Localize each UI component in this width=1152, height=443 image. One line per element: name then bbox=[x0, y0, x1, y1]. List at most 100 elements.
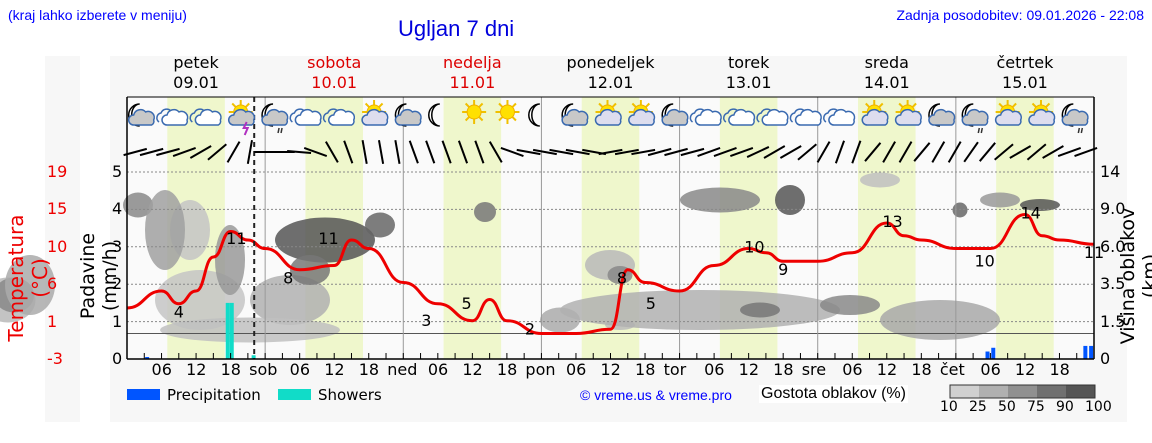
x-label-hour: 18 bbox=[773, 360, 794, 379]
wind-barb bbox=[864, 142, 882, 162]
x-label-hour: 12 bbox=[600, 360, 621, 379]
wind-barb bbox=[408, 140, 419, 164]
wind-barb bbox=[913, 142, 931, 162]
temperature-value-label: 11 bbox=[226, 229, 246, 248]
sun-cloud-thunder-icon bbox=[228, 100, 255, 136]
precipitation-bar bbox=[985, 351, 990, 359]
cloud-density-blob bbox=[560, 290, 840, 330]
wind-barb bbox=[963, 141, 979, 163]
cloud-icon bbox=[322, 108, 356, 126]
temperature-axis-panel bbox=[45, 56, 80, 422]
temperature-axis-title: Temperatura (°C) bbox=[4, 214, 52, 342]
precipitation-legend-swatch bbox=[127, 389, 160, 400]
cloud-icon bbox=[756, 108, 789, 126]
wind-barb bbox=[532, 148, 557, 156]
sun-icon bbox=[495, 100, 520, 124]
temperature-value-label: 14 bbox=[1021, 204, 1041, 223]
temperature-value-label: 2 bbox=[525, 320, 535, 339]
day-date-0: 09.01 bbox=[173, 73, 219, 92]
x-label-hour: 06 bbox=[427, 360, 449, 379]
temperature-value-label: 5 bbox=[462, 294, 472, 313]
temperature-value-label: 4 bbox=[174, 303, 184, 322]
day-name-4: torek bbox=[727, 53, 770, 72]
cloud-icon bbox=[723, 108, 756, 126]
x-label-hour: 18 bbox=[1049, 360, 1070, 379]
x-label-hour: 18 bbox=[496, 360, 518, 379]
moon-cloud-rain-icon bbox=[261, 103, 289, 134]
temperature-tick: 6 bbox=[47, 274, 58, 294]
cloud-density-blob bbox=[145, 190, 185, 270]
cloud-height-tick: 0 bbox=[1100, 349, 1111, 368]
daylight-band bbox=[443, 97, 502, 359]
wind-barb bbox=[763, 145, 786, 159]
wind-barb bbox=[189, 145, 212, 159]
last-updated: Zadnja posodobitev: 09.01.2026 - 22:08 bbox=[896, 7, 1144, 23]
cloud-density-blob bbox=[775, 185, 805, 215]
wind-barb bbox=[488, 141, 503, 163]
wind-barb bbox=[394, 140, 401, 164]
showers-bar bbox=[225, 302, 230, 359]
sun-cloud-icon bbox=[1028, 100, 1056, 126]
wind-barb bbox=[730, 146, 754, 158]
x-label-hour: 12 bbox=[876, 360, 898, 379]
day-name-6: četrtek bbox=[996, 53, 1054, 72]
precip-tick: 3 bbox=[112, 236, 123, 256]
copyright-link[interactable]: © vreme.us & vreme.pro bbox=[580, 387, 732, 403]
wind-barb bbox=[123, 147, 148, 157]
temperature-value-label: 8 bbox=[617, 269, 627, 288]
temperature-value-label: 13 bbox=[882, 212, 902, 231]
showers-bar bbox=[251, 355, 256, 359]
cloud-density-blob bbox=[365, 212, 395, 238]
wind-barb bbox=[139, 147, 164, 157]
x-label-hour: 06 bbox=[704, 360, 725, 379]
cloud-density-blob bbox=[820, 295, 880, 315]
temperature-value-label: 11 bbox=[318, 229, 338, 248]
temperature-value-label: 3 bbox=[421, 311, 431, 330]
wind-barb bbox=[614, 148, 639, 156]
moon-cloud-rain-icon bbox=[961, 103, 989, 134]
wind-barb bbox=[779, 145, 802, 159]
moon-cloud-icon bbox=[561, 103, 589, 127]
wind-barb bbox=[303, 146, 328, 158]
precip-tick: 1 bbox=[112, 311, 123, 331]
cloud-height-axis-title: Višina oblakov (km) bbox=[1117, 207, 1152, 345]
x-label-hour: 06 bbox=[565, 360, 587, 379]
cloud-density-colorbar-segment bbox=[979, 385, 1008, 398]
page-title: Ugljan 7 dni bbox=[398, 16, 515, 41]
cloud-density-blob bbox=[740, 302, 780, 318]
cloud-density-tick: 50 bbox=[998, 399, 1016, 415]
cloud-density-tick: 25 bbox=[969, 399, 987, 415]
cloud-density-blob bbox=[123, 192, 153, 218]
x-label-day: sre bbox=[801, 360, 827, 379]
wind-barb bbox=[226, 141, 241, 163]
temperature-tick: -3 bbox=[47, 349, 63, 368]
cloud-density-blob bbox=[1020, 199, 1060, 211]
day-date-1: 10.01 bbox=[311, 73, 358, 92]
showers-legend-swatch bbox=[278, 389, 311, 400]
location-hint: (kraj lahko izberete v meniju) bbox=[8, 7, 187, 23]
wind-barb bbox=[1057, 146, 1082, 158]
day-name-2: nedelja bbox=[443, 53, 502, 72]
cloud-density-tick: 90 bbox=[1056, 399, 1074, 415]
cloud-density-blob bbox=[880, 300, 1000, 340]
wind-barb bbox=[631, 148, 656, 156]
day-date-4: 13.01 bbox=[725, 73, 772, 92]
cloud-density-blob bbox=[250, 275, 330, 325]
wind-barb bbox=[425, 140, 436, 164]
sun-cloud-icon bbox=[994, 100, 1022, 126]
wind-barb bbox=[325, 141, 339, 163]
cloud-density-blob bbox=[952, 202, 968, 218]
temperature-value-label: 8 bbox=[283, 269, 293, 288]
day-date-2: 11.01 bbox=[449, 73, 496, 92]
x-label-hour: 12 bbox=[324, 360, 345, 379]
temperature-value-label: 10 bbox=[974, 252, 994, 271]
precipitation-bar bbox=[145, 357, 150, 359]
x-label-hour: 06 bbox=[289, 360, 311, 379]
cloud-density-blob bbox=[474, 202, 496, 222]
x-label-hour: 12 bbox=[738, 360, 759, 379]
wind-barb bbox=[287, 149, 312, 155]
wind-barb bbox=[565, 148, 590, 156]
x-label-day: čet bbox=[939, 360, 965, 379]
wind-barb bbox=[377, 140, 385, 164]
